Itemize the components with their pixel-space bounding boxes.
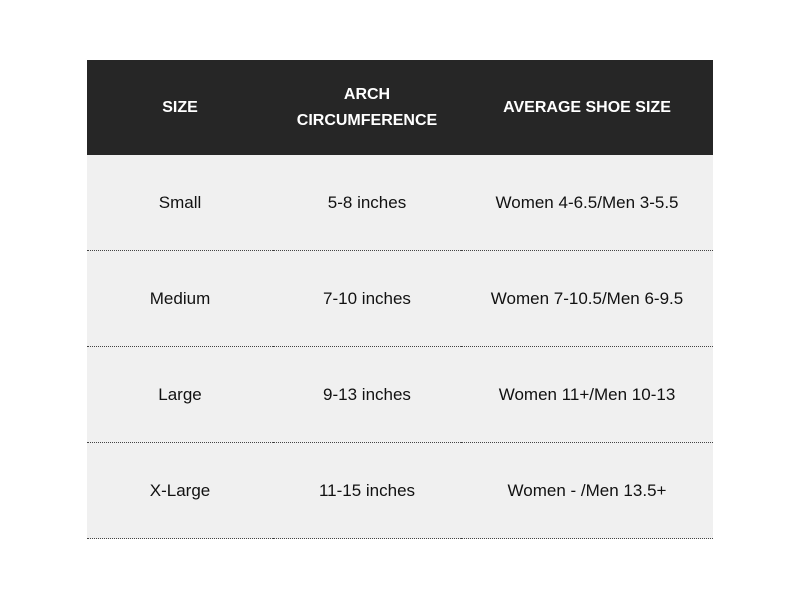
table-cell: X-Large xyxy=(87,442,273,539)
table-cell: Women 11+/Men 10-13 xyxy=(461,346,713,443)
header-cell: SIZE xyxy=(87,60,273,155)
table-cell: 9-13 inches xyxy=(273,346,461,443)
table-cell: 5-8 inches xyxy=(273,155,461,251)
table-row: Large 9-13 inches Women 11+/Men 10-13 xyxy=(87,346,713,443)
table-row: X-Large 11-15 inches Women - /Men 13.5+ xyxy=(87,442,713,539)
table-row: Small 5-8 inches Women 4-6.5/Men 3-5.5 xyxy=(87,155,713,251)
table-cell: Medium xyxy=(87,250,273,347)
header-cell: ARCH CIRCUMFERENCE xyxy=(273,60,461,155)
table-cell: Women 4-6.5/Men 3-5.5 xyxy=(461,155,713,251)
header-cell: AVERAGE SHOE SIZE xyxy=(461,60,713,155)
table-cell: Large xyxy=(87,346,273,443)
size-table: SIZE ARCH CIRCUMFERENCE AVERAGE SHOE SIZE … xyxy=(87,60,713,539)
table-cell: 7-10 inches xyxy=(273,250,461,347)
table-row: Medium 7-10 inches Women 7-10.5/Men 6-9.5 xyxy=(87,250,713,347)
table-cell: Women - /Men 13.5+ xyxy=(461,442,713,539)
table-cell: Women 7-10.5/Men 6-9.5 xyxy=(461,250,713,347)
table-cell: 11-15 inches xyxy=(273,442,461,539)
header-row: SIZE ARCH CIRCUMFERENCE AVERAGE SHOE SIZE xyxy=(87,60,713,155)
table-cell: Small xyxy=(87,155,273,251)
